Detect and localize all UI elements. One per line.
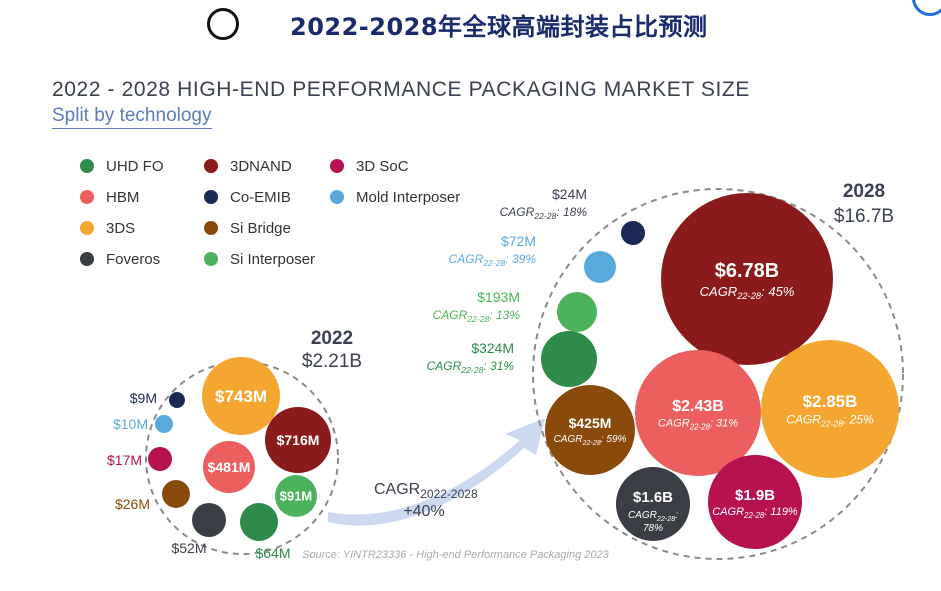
legend-label: 3DNAND <box>230 157 292 175</box>
bubble-2028-uhd-fo <box>541 331 597 387</box>
legend-item-3dnand: 3DNAND <box>204 156 292 176</box>
legend-item-3ds: 3DS <box>80 218 135 238</box>
bubble-2022-mold-interposer <box>155 415 173 433</box>
cagr-2028-3dnand: CAGR22-28: 45% <box>700 284 795 301</box>
bubble-2028-si-bridge <box>545 385 635 475</box>
legend-item-si-interposer: Si Interposer <box>204 249 315 269</box>
legend-swatch <box>330 190 344 204</box>
value-2028-si-interposer: $193M <box>477 289 520 305</box>
bubble-2022-co-emib <box>169 392 185 408</box>
top-header: 2022-2028年全球高端封装占比预测 <box>0 0 941 52</box>
cagr-2028-uhd-fo: CAGR22-28: 31% <box>427 359 515 375</box>
legend-label: Foveros <box>106 250 161 268</box>
value-2028-3dnand: $6.78B <box>715 260 780 282</box>
value-2022-3d-soc: $17M <box>107 452 142 468</box>
value-2022-si-interposer: $91M <box>280 489 313 504</box>
year-2028-label: 2028 <box>843 181 885 202</box>
bubble-2022-hbm <box>203 441 255 493</box>
year-2022-label: 2022 <box>311 328 353 349</box>
growth-arrow <box>328 418 545 526</box>
overall-cagr-label: CAGR2022-2028 <box>374 481 478 501</box>
bubble-2022-si-interposer <box>275 475 317 517</box>
legend-label: 3DS <box>106 219 136 237</box>
legend-item-si-bridge: Si Bridge <box>204 218 291 238</box>
legend-swatch <box>204 159 218 173</box>
legend-label: Si Bridge <box>230 219 291 237</box>
value-2028-foveros: $1.6B <box>633 489 673 506</box>
bubble-2028-hbm <box>635 350 761 476</box>
value-2028-3ds: $2.85B <box>803 392 858 411</box>
bubble-2022-3ds <box>202 357 280 435</box>
legend-swatch <box>204 190 218 204</box>
bubble-2022-foveros <box>192 503 226 537</box>
legend-label: 3D SoC <box>356 157 409 175</box>
value-2022-foveros: $52M <box>171 540 206 556</box>
value-2028-mold-interposer: $72M <box>501 233 536 249</box>
value-2022-uhd-fo: $64M <box>255 545 290 561</box>
circle-2028 <box>532 188 904 560</box>
year-2028-total: $16.7B <box>834 206 894 227</box>
value-2022-3dnand: $716M <box>277 432 320 448</box>
legend-item-uhd-fo: UHD FO <box>80 156 164 176</box>
cagr-2028-3d-soc: CAGR22-28: 119% <box>712 506 798 520</box>
value-2028-uhd-fo: $324M <box>471 340 514 356</box>
cagr-2028-hbm: CAGR22-28: 31% <box>658 418 738 432</box>
bubble-2022-uhd-fo <box>240 503 278 541</box>
value-2022-mold-interposer: $10M <box>113 416 148 432</box>
bubble-2028-foveros <box>616 467 690 541</box>
cagr-2028-co-emib: CAGR22-28: 18% <box>500 205 588 221</box>
bubble-2028-mold-interposer <box>584 251 616 283</box>
value-2022-co-emib: $9M <box>130 390 157 406</box>
overall-cagr-value: +40% <box>403 503 444 520</box>
legend: UHD FO 3DNAND 3D SoC HBM Co-EMIB Mold Interpo… <box>80 156 520 276</box>
legend-swatch <box>80 221 94 235</box>
bubble-2022-3dnand <box>265 407 331 473</box>
bubble-2028-3ds <box>761 340 899 478</box>
value-2028-hbm: $2.43B <box>672 398 724 415</box>
cagr-2028-3ds: CAGR22-28: 25% <box>786 412 874 428</box>
legend-item-foveros: Foveros <box>80 249 160 269</box>
source-note: Source: YINTR23336 - High-end Performanc… <box>302 549 609 561</box>
legend-item-hbm: HBM <box>80 187 139 207</box>
legend-swatch <box>204 221 218 235</box>
cagr-2028-foveros: CAGR22-28: 78% <box>628 510 678 534</box>
bubble-2028-co-emib <box>621 221 645 245</box>
chart-title: 2022 - 2028 HIGH-END PERFORMANCE PACKAGI… <box>52 78 750 101</box>
legend-label: HBM <box>106 188 140 206</box>
legend-swatch <box>204 252 218 266</box>
bubble-2028-si-interposer <box>557 292 597 332</box>
circle-icon <box>207 8 239 40</box>
legend-swatch <box>80 252 94 266</box>
chart-subtitle: Split by technology <box>52 105 212 129</box>
bubble-2028-3d-soc <box>708 455 802 549</box>
cagr-2028-mold-interposer: CAGR22-28: 39% <box>449 252 537 268</box>
value-2022-si-bridge: $26M <box>115 496 150 512</box>
page-title: 2022-2028年全球高端封装占比预测 <box>290 13 708 41</box>
bubble-2028-3dnand <box>661 193 833 365</box>
legend-label: Si Interposer <box>230 250 316 268</box>
year-2022-total: $2.21B <box>302 351 362 372</box>
legend-label: UHD FO <box>106 157 164 175</box>
legend-swatch <box>80 190 94 204</box>
legend-label: Mold Interposer <box>356 188 461 206</box>
legend-item-mold-interposer: Mold Interposer <box>330 187 460 207</box>
legend-swatch <box>330 159 344 173</box>
value-2028-si-bridge: $425M <box>569 415 612 431</box>
cagr-2028-si-bridge: CAGR22-28: 59% <box>554 434 627 447</box>
bubble-2022-3d-soc <box>148 447 172 471</box>
value-2022-hbm: $481M <box>208 459 251 475</box>
legend-item-co-emib: Co-EMIB <box>204 187 291 207</box>
legend-item-3d-soc: 3D SoC <box>330 156 409 176</box>
value-2028-3d-soc: $1.9B <box>735 487 775 504</box>
value-2022-3ds: $743M <box>215 387 267 406</box>
bubble-2022-si-bridge <box>162 480 190 508</box>
legend-label: Co-EMIB <box>230 188 291 206</box>
legend-swatch <box>80 159 94 173</box>
cagr-2028-si-interposer: CAGR22-28: 13% <box>433 308 521 324</box>
value-2028-co-emib: $24M <box>552 186 587 202</box>
